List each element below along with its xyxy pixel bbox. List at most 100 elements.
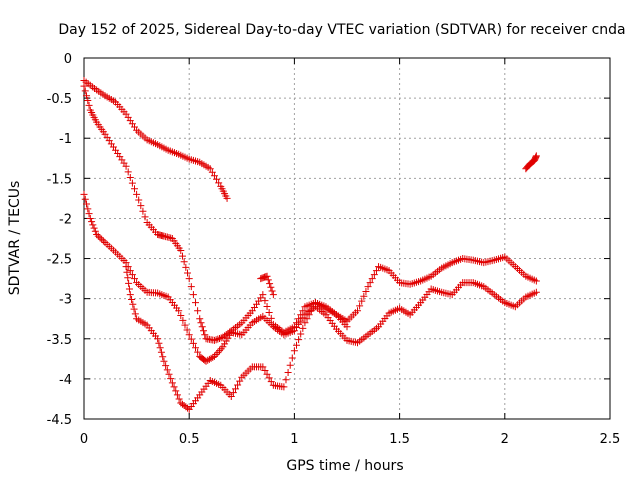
data-point bbox=[128, 271, 136, 279]
data-point bbox=[170, 383, 178, 391]
data-point bbox=[90, 224, 98, 232]
data-point bbox=[217, 334, 225, 342]
chart-title: Day 152 of 2025, Sidereal Day-to-day VTE… bbox=[58, 22, 625, 38]
data-point bbox=[295, 336, 303, 344]
data-series bbox=[80, 76, 231, 202]
data-point bbox=[175, 307, 183, 315]
data-series bbox=[522, 152, 540, 173]
data-point bbox=[280, 383, 288, 391]
data-point bbox=[83, 200, 91, 208]
data-point bbox=[288, 354, 296, 362]
data-point bbox=[128, 179, 136, 187]
data-point bbox=[305, 311, 313, 319]
data-point bbox=[197, 319, 205, 327]
data-point bbox=[259, 363, 267, 371]
data-point bbox=[184, 404, 192, 412]
data-point bbox=[265, 374, 273, 382]
data-point bbox=[364, 283, 372, 291]
data-point bbox=[219, 343, 227, 351]
data-marks bbox=[80, 76, 540, 413]
data-point bbox=[215, 334, 223, 342]
data-point bbox=[263, 272, 271, 280]
data-point bbox=[269, 291, 277, 299]
data-point bbox=[96, 234, 104, 242]
data-point bbox=[157, 348, 165, 356]
data-point bbox=[178, 252, 186, 260]
data-point bbox=[124, 168, 132, 176]
data-point bbox=[89, 221, 97, 229]
data-point bbox=[98, 235, 106, 243]
y-tick-label: -4 bbox=[59, 373, 72, 388]
data-point bbox=[532, 288, 540, 296]
data-point bbox=[266, 280, 274, 288]
data-point bbox=[307, 307, 315, 315]
data-point bbox=[126, 267, 134, 275]
grid-lines bbox=[84, 58, 610, 419]
data-point bbox=[175, 395, 183, 403]
data-point bbox=[155, 339, 163, 347]
y-tick-label: -4.5 bbox=[47, 413, 72, 428]
data-point bbox=[88, 218, 96, 226]
x-tick-label: 2 bbox=[501, 432, 509, 447]
data-point bbox=[93, 230, 101, 238]
y-tick-label: -1 bbox=[59, 132, 72, 147]
y-axis-label: SDTVAR / TECUs bbox=[7, 181, 23, 296]
data-point bbox=[231, 385, 239, 393]
data-series bbox=[80, 82, 540, 344]
data-point bbox=[200, 327, 208, 335]
data-point bbox=[177, 312, 185, 320]
data-point bbox=[80, 82, 88, 90]
data-point bbox=[163, 366, 171, 374]
data-point bbox=[168, 379, 176, 387]
data-point bbox=[183, 326, 191, 334]
data-point bbox=[236, 377, 244, 385]
data-point bbox=[179, 316, 187, 324]
data-point bbox=[139, 207, 147, 215]
data-point bbox=[196, 315, 204, 323]
data-point bbox=[86, 214, 94, 222]
data-point bbox=[167, 375, 175, 383]
data-point bbox=[84, 97, 92, 105]
data-point bbox=[130, 305, 138, 313]
axis-ticks bbox=[83, 57, 611, 420]
data-point bbox=[135, 196, 143, 204]
data-point bbox=[126, 174, 134, 182]
data-point bbox=[156, 344, 164, 352]
data-point bbox=[286, 361, 294, 369]
data-point bbox=[192, 299, 200, 307]
data-point bbox=[356, 302, 364, 310]
data-point bbox=[187, 335, 195, 343]
data-series bbox=[122, 263, 351, 413]
y-tick-label: -2.5 bbox=[47, 253, 72, 268]
data-point bbox=[297, 330, 305, 338]
data-point bbox=[125, 285, 133, 293]
x-tick-label: 1 bbox=[290, 432, 298, 447]
data-point bbox=[299, 324, 307, 332]
data-point bbox=[267, 378, 275, 386]
data-point bbox=[172, 387, 180, 395]
data-point bbox=[128, 295, 136, 303]
data-point bbox=[192, 344, 200, 352]
data-point bbox=[173, 391, 181, 399]
y-tick-label: -1.5 bbox=[47, 172, 72, 187]
x-tick-labels: 0 0.5 1 1.5 2 2.5 bbox=[80, 432, 620, 447]
data-point bbox=[284, 368, 292, 376]
data-point bbox=[80, 190, 88, 198]
data-point bbox=[223, 194, 231, 202]
data-point bbox=[263, 303, 271, 311]
data-point bbox=[259, 291, 267, 299]
data-point bbox=[532, 277, 540, 285]
data-point bbox=[209, 353, 217, 361]
data-point bbox=[124, 274, 132, 282]
data-point bbox=[185, 275, 193, 283]
data-point bbox=[189, 291, 197, 299]
data-point bbox=[264, 276, 272, 284]
data-point bbox=[366, 279, 374, 287]
data-point bbox=[94, 232, 102, 240]
data-point bbox=[267, 314, 275, 322]
data-point bbox=[129, 300, 137, 308]
data-point bbox=[343, 323, 351, 331]
x-axis-label: GPS time / hours bbox=[286, 458, 403, 474]
data-point bbox=[210, 172, 218, 180]
